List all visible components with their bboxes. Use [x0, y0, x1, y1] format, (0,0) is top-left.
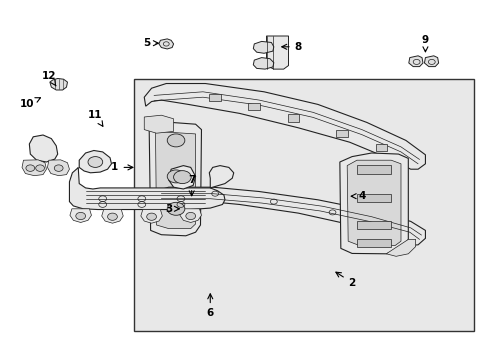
Text: 10: 10 — [20, 98, 41, 109]
Polygon shape — [209, 166, 233, 188]
Circle shape — [76, 212, 85, 220]
Text: 12: 12 — [41, 71, 56, 86]
Text: 3: 3 — [165, 204, 179, 214]
Polygon shape — [253, 58, 273, 69]
Bar — [134, 79, 473, 331]
Circle shape — [146, 213, 156, 220]
Polygon shape — [79, 150, 111, 173]
Polygon shape — [408, 56, 422, 67]
Polygon shape — [386, 239, 415, 256]
Circle shape — [173, 171, 191, 184]
Text: 7: 7 — [187, 175, 195, 196]
Polygon shape — [346, 160, 400, 246]
Circle shape — [54, 165, 63, 171]
Polygon shape — [339, 153, 407, 254]
Polygon shape — [155, 131, 195, 229]
Bar — [356, 165, 390, 174]
Polygon shape — [253, 41, 273, 53]
Bar — [356, 239, 390, 247]
Text: 5: 5 — [143, 38, 158, 48]
Bar — [356, 194, 390, 202]
Circle shape — [167, 134, 184, 147]
Bar — [209, 94, 221, 101]
Text: 6: 6 — [206, 294, 213, 318]
Polygon shape — [144, 84, 425, 169]
Polygon shape — [149, 122, 201, 236]
Text: 11: 11 — [88, 110, 102, 126]
Polygon shape — [29, 135, 58, 162]
Text: 4: 4 — [350, 191, 365, 201]
Circle shape — [26, 165, 35, 171]
Bar — [248, 103, 260, 110]
Polygon shape — [50, 78, 67, 90]
Polygon shape — [47, 160, 69, 176]
Text: 9: 9 — [421, 35, 428, 52]
Polygon shape — [69, 167, 224, 210]
Polygon shape — [159, 39, 173, 49]
Circle shape — [185, 212, 195, 220]
Polygon shape — [144, 115, 173, 133]
Circle shape — [88, 157, 102, 167]
Polygon shape — [70, 209, 91, 222]
Polygon shape — [424, 56, 438, 67]
Bar — [356, 221, 390, 229]
Polygon shape — [154, 187, 425, 246]
Polygon shape — [180, 209, 201, 222]
Polygon shape — [141, 210, 162, 223]
Circle shape — [167, 170, 184, 183]
Bar — [375, 144, 386, 151]
Polygon shape — [22, 160, 46, 176]
Polygon shape — [102, 210, 123, 223]
Text: 1: 1 — [111, 162, 133, 172]
Text: 8: 8 — [281, 42, 301, 52]
Circle shape — [107, 213, 117, 220]
Polygon shape — [266, 36, 288, 69]
Circle shape — [167, 202, 184, 215]
Polygon shape — [168, 166, 195, 189]
Text: 2: 2 — [335, 272, 355, 288]
Circle shape — [36, 165, 44, 171]
Bar — [336, 130, 347, 137]
Bar — [287, 114, 299, 122]
